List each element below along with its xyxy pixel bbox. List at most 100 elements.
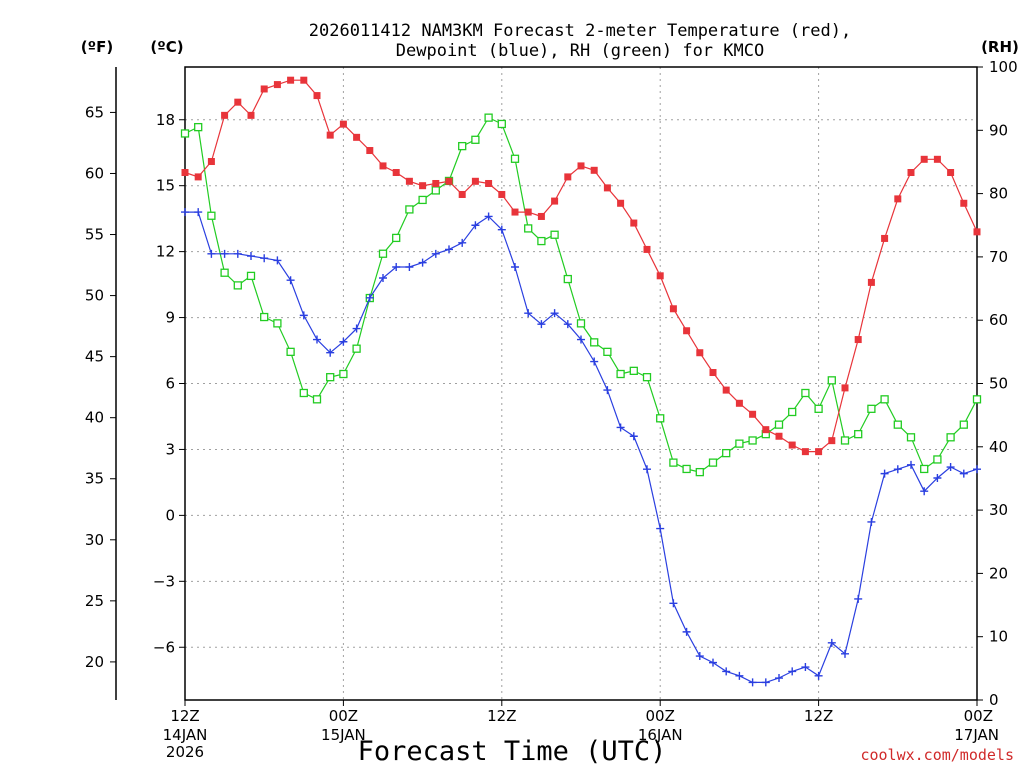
rh-point	[906, 433, 916, 442]
rh-point	[392, 233, 401, 243]
dewpoint-point	[524, 309, 533, 318]
dewpoint-point	[933, 474, 942, 483]
temperature-point	[603, 184, 611, 192]
temperature-point	[696, 349, 704, 357]
temperature-point	[471, 177, 479, 185]
dewpoint-point	[907, 460, 915, 469]
temperature-point	[841, 384, 849, 392]
rh-point	[458, 141, 467, 151]
dewpoint-point	[313, 335, 321, 344]
x-tick-label: 00Z	[329, 707, 358, 725]
dewpoint-point	[735, 671, 744, 680]
rh-point	[880, 395, 889, 404]
rh-point	[484, 113, 493, 122]
rh-point	[854, 429, 863, 439]
temperature-point	[194, 173, 202, 181]
dewpoint-point	[299, 311, 308, 320]
rh-series	[180, 113, 982, 477]
f-tick-label: 60	[85, 164, 104, 182]
rh-point	[656, 414, 665, 423]
dewpoint-point	[893, 465, 902, 474]
dewpoint-point	[194, 208, 203, 217]
dewpoint-point	[220, 249, 229, 258]
dewpoint-line	[185, 211, 978, 684]
dewpoint-point	[405, 263, 414, 272]
temperature-point	[300, 76, 308, 84]
rh-point	[840, 436, 850, 445]
dewpoint-point	[920, 487, 929, 496]
dewpoint-point	[841, 649, 849, 658]
f-tick-label: 40	[85, 409, 104, 427]
temperature-point	[221, 111, 229, 119]
f-tick-label: 50	[85, 287, 104, 305]
f-tick-label: 45	[85, 348, 104, 366]
temperature-point	[287, 76, 295, 84]
temperature-point	[445, 177, 453, 185]
rh-point	[312, 395, 322, 404]
dewpoint-point	[233, 249, 242, 258]
temperature-point	[247, 111, 255, 119]
temperature-point	[392, 169, 400, 176]
rh-tick-label: 90	[989, 121, 1008, 139]
rh-tick-label: 30	[989, 501, 1008, 519]
rh-point	[933, 455, 942, 464]
temperature-point	[366, 147, 374, 155]
temperature-point	[207, 158, 215, 166]
dewpoint-point	[379, 274, 387, 282]
dewpoint-point	[471, 221, 480, 230]
rh-point	[748, 436, 757, 445]
dewpoint-point	[748, 678, 757, 687]
x-tick-date-label: 14JAN	[163, 726, 208, 744]
dewpoint-point	[352, 324, 361, 333]
dewpoint-point	[643, 465, 651, 474]
temperature-point	[577, 162, 585, 170]
rh-point	[537, 236, 546, 246]
rh-point	[576, 319, 586, 328]
rh-point	[972, 395, 982, 404]
dewpoint-point	[761, 678, 770, 687]
chart-title: 2026011412 NAM3KM Forecast 2-meter Tempe…	[309, 21, 851, 41]
temperature-point	[722, 386, 730, 394]
dewpoint-point	[827, 638, 836, 647]
temperature-point	[432, 179, 440, 187]
temperature-point	[339, 120, 347, 128]
rh-point	[510, 154, 520, 163]
dewpoint-point	[207, 249, 216, 258]
temperature-point	[683, 327, 691, 335]
credit-link[interactable]: coolwx.com/models	[860, 746, 1014, 764]
temperature-point	[920, 155, 928, 163]
rh-point	[788, 407, 797, 417]
temperature-point	[775, 432, 783, 440]
dewpoint-point	[418, 258, 427, 267]
temperature-point	[815, 448, 823, 456]
f-tick-label: 20	[85, 653, 104, 671]
x-axis-label: Forecast Time (UTC)	[358, 736, 667, 767]
rh-tick-label: 60	[989, 311, 1008, 329]
x-tick-label: 12Z	[170, 707, 199, 725]
dewpoint-point	[577, 335, 585, 344]
temperature-point	[960, 199, 968, 207]
temperature-point	[498, 190, 506, 198]
x-tick-date-label: 17JAN	[954, 726, 999, 744]
dewpoint-point	[669, 599, 678, 608]
temperature-point	[669, 305, 677, 313]
dewpoint-point	[431, 249, 440, 258]
dewpoint-point	[629, 432, 638, 441]
axis-ticks: −6 −3 0 3 6 9 12 15 18 20 25 30 35 40 45 50 55 60 65 0 10 20 3…	[85, 58, 1018, 761]
temperature-point	[313, 92, 321, 100]
temperature-point	[511, 208, 519, 216]
rh-point	[682, 464, 691, 474]
dewpoint-point	[801, 663, 810, 672]
temperature-point	[551, 197, 559, 205]
x-tick-label: 00Z	[646, 707, 675, 725]
c-tick-label: −6	[153, 638, 175, 656]
dewpoint-point	[445, 245, 453, 254]
rh-tick-label: 100	[989, 58, 1018, 76]
temperature-point	[762, 426, 770, 434]
dewpoint-point	[814, 671, 823, 680]
rh-point	[246, 271, 256, 281]
temperature-point	[405, 177, 413, 185]
rh-point	[708, 458, 718, 467]
rh-point	[471, 135, 480, 144]
